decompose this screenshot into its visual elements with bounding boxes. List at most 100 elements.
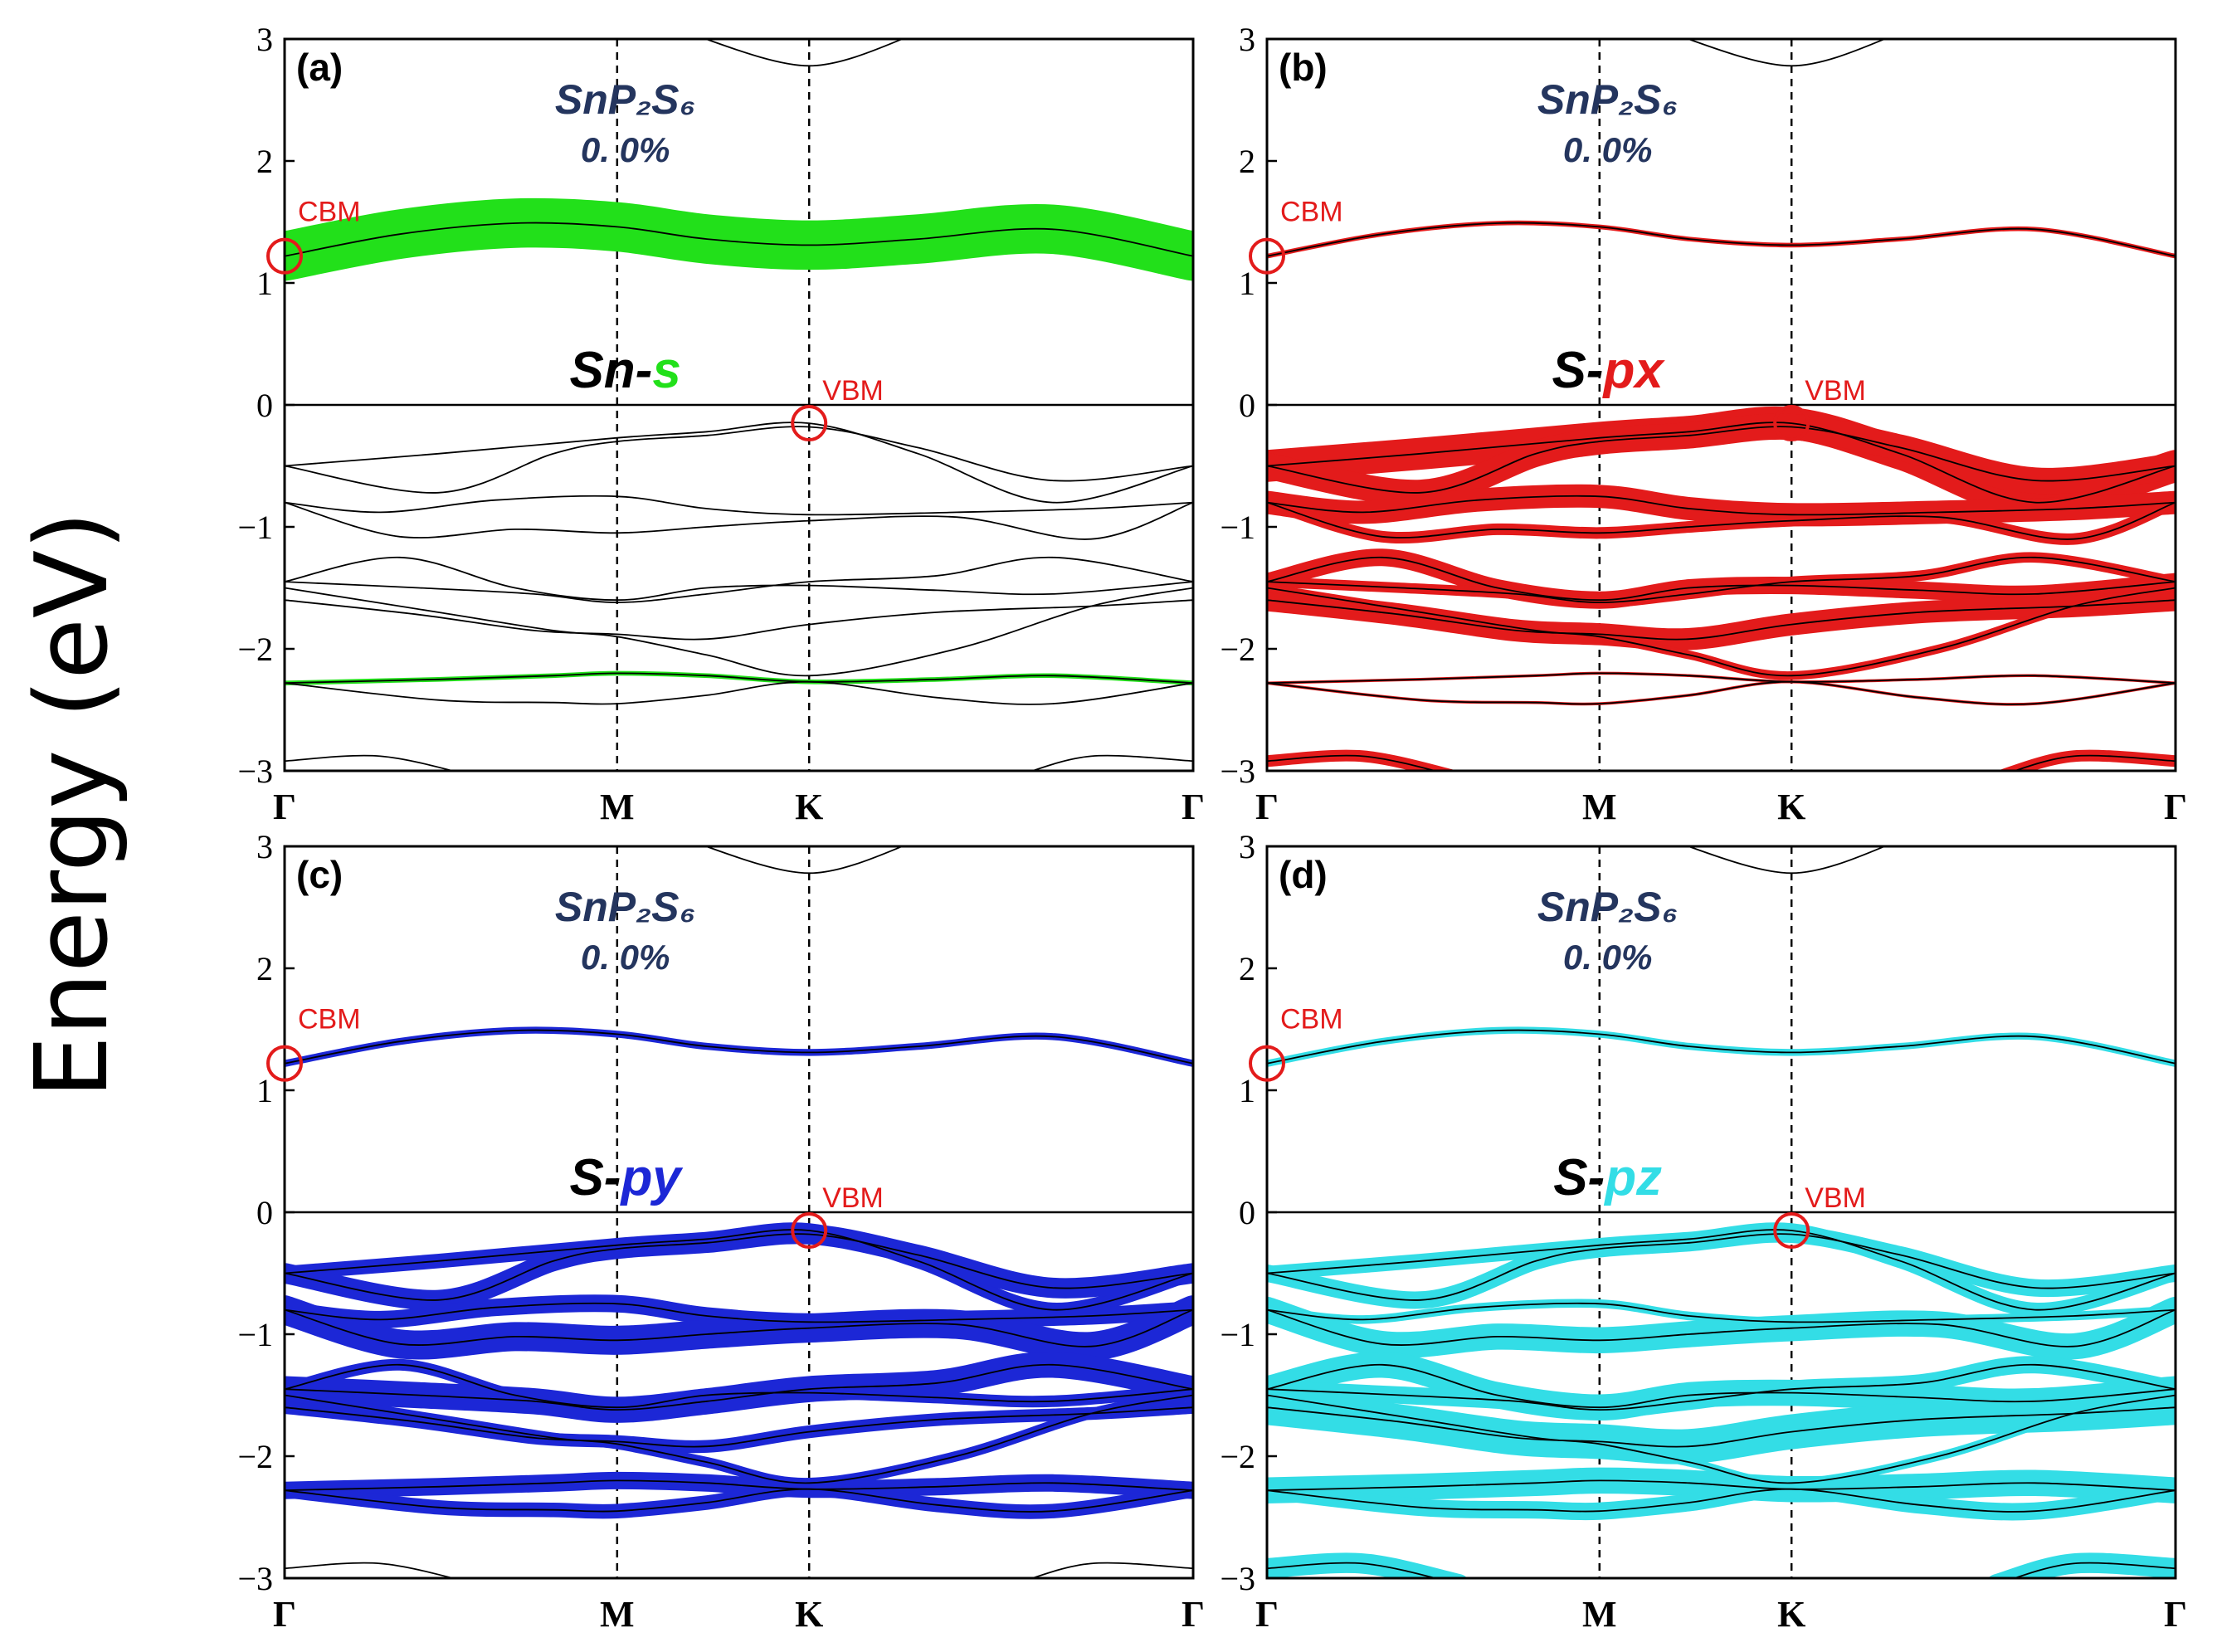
atom-label: S- [569,1149,621,1206]
cbm-marker [1249,237,1285,275]
strain-label: 0. 0% [1563,130,1652,169]
band-line [1267,501,2176,540]
y-tick-label: 0 [256,387,273,424]
y-tick-label: 0 [1239,1194,1255,1231]
cbm-marker [1249,1045,1285,1082]
band-line [1267,1394,2176,1484]
y-tick-label: 0 [256,1194,273,1231]
band-line [285,556,1193,602]
orbital-name: pz [1603,1149,1662,1206]
atom-label: S- [1553,1149,1605,1206]
band-line [285,1302,1193,1323]
y-tick-label: −2 [1220,631,1255,668]
band-line [1267,1488,2176,1513]
band-line [1267,1308,2176,1347]
band-line [1267,672,2176,685]
band-line [285,1363,1193,1411]
band-line [1267,426,2176,494]
vbm-label: VBM [822,1182,884,1214]
panel-label: (c) [296,853,343,896]
y-tick-label: 0 [1239,387,1255,424]
band-line [285,1308,1193,1347]
material-label: SnP₂S₆ [555,884,696,930]
y-tick-label: −3 [1220,753,1255,790]
band-line [285,495,1193,516]
strain-label: 0. 0% [581,938,670,977]
k-tick-label: K [795,1594,823,1635]
band-line [285,1488,1193,1513]
y-tick-label: 2 [256,143,273,180]
band-line [285,556,1193,604]
band-line [1030,754,1193,771]
k-tick-label: Γ [1182,787,1205,827]
band-line [285,501,1193,540]
band-line [1267,680,2176,705]
k-tick-label: M [600,1594,635,1635]
y-tick-label: 3 [1239,828,1255,865]
cbm-label: CBM [298,197,361,228]
band-line [1267,587,2176,677]
band-line [285,1394,1193,1484]
y-tick-label: 3 [1239,21,1255,58]
band-line [1267,422,2176,504]
y-tick-label: 1 [256,265,273,302]
y-tick-label: −2 [1220,1438,1255,1475]
plot-area [285,846,1193,1578]
y-tick-label: 2 [256,950,273,987]
cbm-label: CBM [298,1004,361,1036]
orbital-label: S-px [1552,342,1665,399]
panel-label: (a) [296,46,343,89]
y-axis-label: Energy (eV) [15,511,130,1099]
orbital-name: py [619,1149,684,1206]
band-line [1267,1363,2176,1409]
k-tick-label: Γ [2164,787,2187,827]
material-label: SnP₂S₆ [1537,76,1679,123]
plot-area [1267,846,2176,1578]
orbital-label: Sn-s [569,342,680,399]
band-line [285,1233,1193,1301]
projected-band-weight [1267,220,2176,259]
band-line [1267,599,2176,641]
material-label: SnP₂S₆ [555,76,696,123]
band-line [1267,222,2176,257]
projected-band-weight [285,197,1193,281]
y-tick-label: −3 [237,1560,273,1597]
vbm-marker [791,405,828,442]
k-tick-label: Γ [273,787,296,827]
vbm-label: VBM [822,375,884,407]
strain-label: 0. 0% [1563,938,1652,977]
panel-label: (b) [1279,46,1328,89]
y-tick-label: 3 [256,21,273,58]
cbm-marker [266,237,303,275]
band-line [285,1363,1193,1409]
y-tick-label: 1 [1239,1072,1255,1109]
plot-area [285,39,1193,771]
vbm-marker [1773,1212,1810,1250]
orbital-label: S-py [569,1149,684,1206]
y-tick-label: −2 [237,631,273,668]
atom-label: S- [1552,342,1603,399]
k-tick-label: Γ [273,1594,296,1635]
vbm-marker [1773,405,1810,442]
y-tick-label: −1 [237,1316,273,1353]
k-tick-label: M [600,787,635,827]
band-line [1686,39,1887,67]
cbm-label: CBM [1280,1004,1343,1036]
band-line [1267,495,2176,516]
y-tick-label: −3 [237,753,273,790]
band-line [285,1479,1193,1492]
k-tick-label: M [1582,1594,1617,1635]
y-tick-label: −3 [1220,1560,1255,1597]
k-tick-label: K [1777,1594,1805,1635]
y-tick-label: −1 [237,509,273,546]
band-line [285,680,1193,705]
vbm-marker [791,1212,828,1250]
band-line [1267,1562,1439,1578]
k-tick-label: K [1777,787,1805,827]
orbital-label: S-pz [1553,1149,1662,1206]
material-label: SnP₂S₆ [1537,884,1679,930]
